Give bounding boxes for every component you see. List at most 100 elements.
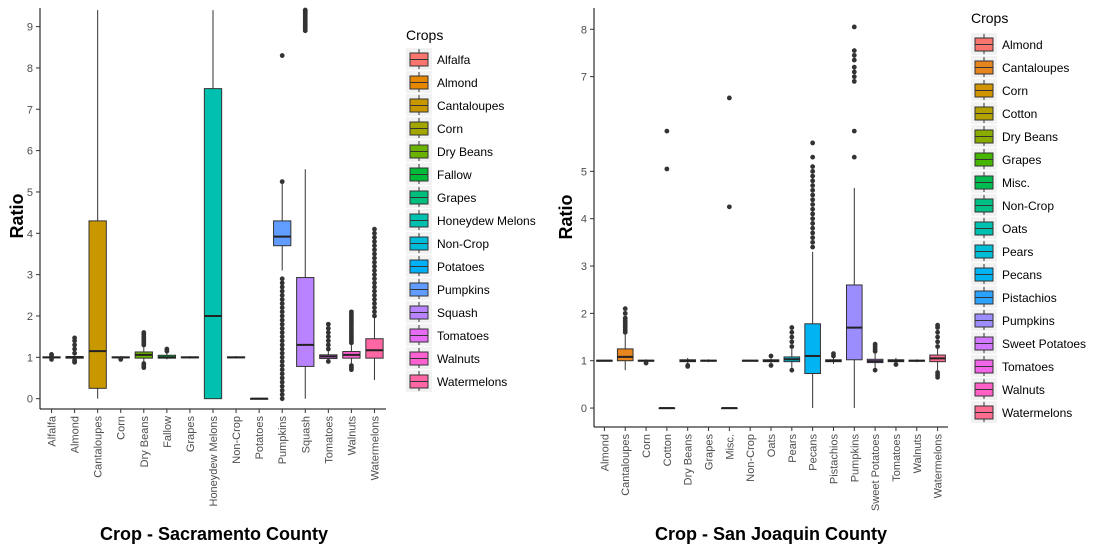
outlier-point	[851, 48, 857, 54]
legend-label: Oats	[1002, 222, 1027, 236]
outlier-point	[622, 306, 628, 312]
outlier-point	[810, 183, 816, 188]
box-tomatoes	[319, 321, 338, 364]
outlier-point	[279, 387, 285, 393]
outlier-point	[279, 292, 285, 298]
outlier-point	[935, 329, 940, 335]
outlier-point	[164, 346, 170, 352]
outlier-point	[349, 309, 354, 315]
box-almond	[596, 359, 613, 362]
outlier-point	[325, 321, 331, 327]
outlier-point	[789, 334, 795, 340]
box-cotton	[658, 128, 676, 410]
outlier-point	[279, 276, 285, 282]
x-tick-label: Almond	[599, 434, 611, 471]
y-tick-label: 6	[27, 146, 33, 158]
y-tick-label: 9	[27, 22, 33, 34]
y-tick-label: 4	[581, 214, 587, 226]
outlier-point	[279, 288, 285, 294]
y-tick-label: 8	[581, 24, 587, 36]
box-alfalfa	[42, 352, 61, 362]
outlier-point	[325, 346, 331, 352]
outlier-point	[789, 367, 795, 373]
outlier-point	[789, 339, 795, 345]
x-tick-label: Dry Beans	[683, 434, 695, 486]
y-tick-label: 7	[581, 72, 587, 84]
outlier-point	[372, 313, 377, 319]
x-tick-label: Cantaloupes	[620, 434, 632, 496]
outlier-point	[279, 297, 285, 302]
outlier-point	[72, 346, 77, 352]
box-watermelons	[365, 226, 384, 381]
legend-label: Walnuts	[437, 352, 480, 366]
outlier-point	[279, 342, 285, 348]
legend-label: Corn	[1002, 84, 1028, 98]
x-tick-label: Tomatoes	[323, 416, 335, 464]
y-tick-label: 0	[27, 394, 33, 406]
outlier-point	[279, 396, 285, 402]
outlier-point	[872, 341, 878, 347]
outlier-point	[851, 69, 857, 75]
x-tick-label: Pumpkins	[277, 416, 289, 465]
outlier-point	[810, 235, 816, 241]
x-tick-label: Watermelons	[933, 434, 945, 499]
legend-label: Grapes	[437, 191, 476, 205]
outlier-point	[935, 339, 940, 345]
box-misc-	[721, 95, 738, 410]
box-tomatoes	[887, 357, 905, 367]
legend-label: Watermelons	[437, 375, 507, 389]
outlier-point	[279, 179, 285, 185]
iqr-box	[616, 348, 634, 362]
outlier-point	[664, 128, 670, 134]
outlier-point	[279, 301, 285, 306]
outlier-point	[372, 239, 377, 244]
legend-title: Crops	[971, 10, 1008, 26]
legend-label: Almond	[1002, 38, 1043, 52]
outlier-point	[372, 247, 377, 253]
outlier-point	[279, 383, 285, 389]
outlier-point	[810, 154, 816, 160]
x-tick-label: Walnuts	[912, 434, 924, 474]
x-tick-label: Misc.	[724, 434, 736, 460]
legend-label: Sweet Potatoes	[1002, 337, 1086, 351]
outlier-point	[279, 338, 285, 344]
outlier-point	[851, 24, 857, 30]
outlier-point	[810, 202, 816, 207]
box-non-crop	[226, 356, 246, 359]
outlier-point	[279, 321, 285, 327]
iqr-box	[273, 220, 292, 247]
outlier-point	[810, 221, 816, 226]
iqr-box	[296, 277, 315, 367]
outlier-point	[851, 64, 857, 70]
outlier-point	[789, 344, 795, 349]
outlier-point	[49, 356, 54, 362]
outlier-point	[685, 363, 691, 368]
outlier-point	[349, 363, 354, 368]
box-honeydew-melons	[203, 10, 223, 400]
legend-label: Corn	[437, 122, 463, 136]
legend-label: Non-Crop	[1002, 199, 1054, 213]
outlier-point	[372, 235, 377, 240]
iqr-box	[203, 88, 223, 400]
outlier-point	[325, 330, 331, 335]
x-tick-label: Grapes	[185, 416, 197, 453]
outlier-point	[141, 330, 147, 335]
x-tick-label: Corn	[641, 434, 653, 458]
legend-label: Pistachios	[1002, 291, 1057, 305]
outlier-point	[810, 164, 816, 170]
box-cantaloupes	[88, 10, 107, 399]
x-tick-label: Pears	[787, 434, 799, 463]
outlier-point	[118, 356, 124, 362]
outlier-point	[664, 166, 670, 172]
outlier-point	[810, 168, 816, 174]
outlier-point	[372, 259, 377, 265]
outlier-point	[325, 338, 331, 344]
outlier-point	[372, 268, 377, 273]
box-potatoes	[249, 397, 269, 400]
box-almond	[65, 335, 84, 365]
outlier-point	[810, 211, 816, 217]
outlier-point	[372, 288, 377, 294]
outlier-point	[810, 239, 816, 245]
outlier-point	[325, 342, 331, 348]
